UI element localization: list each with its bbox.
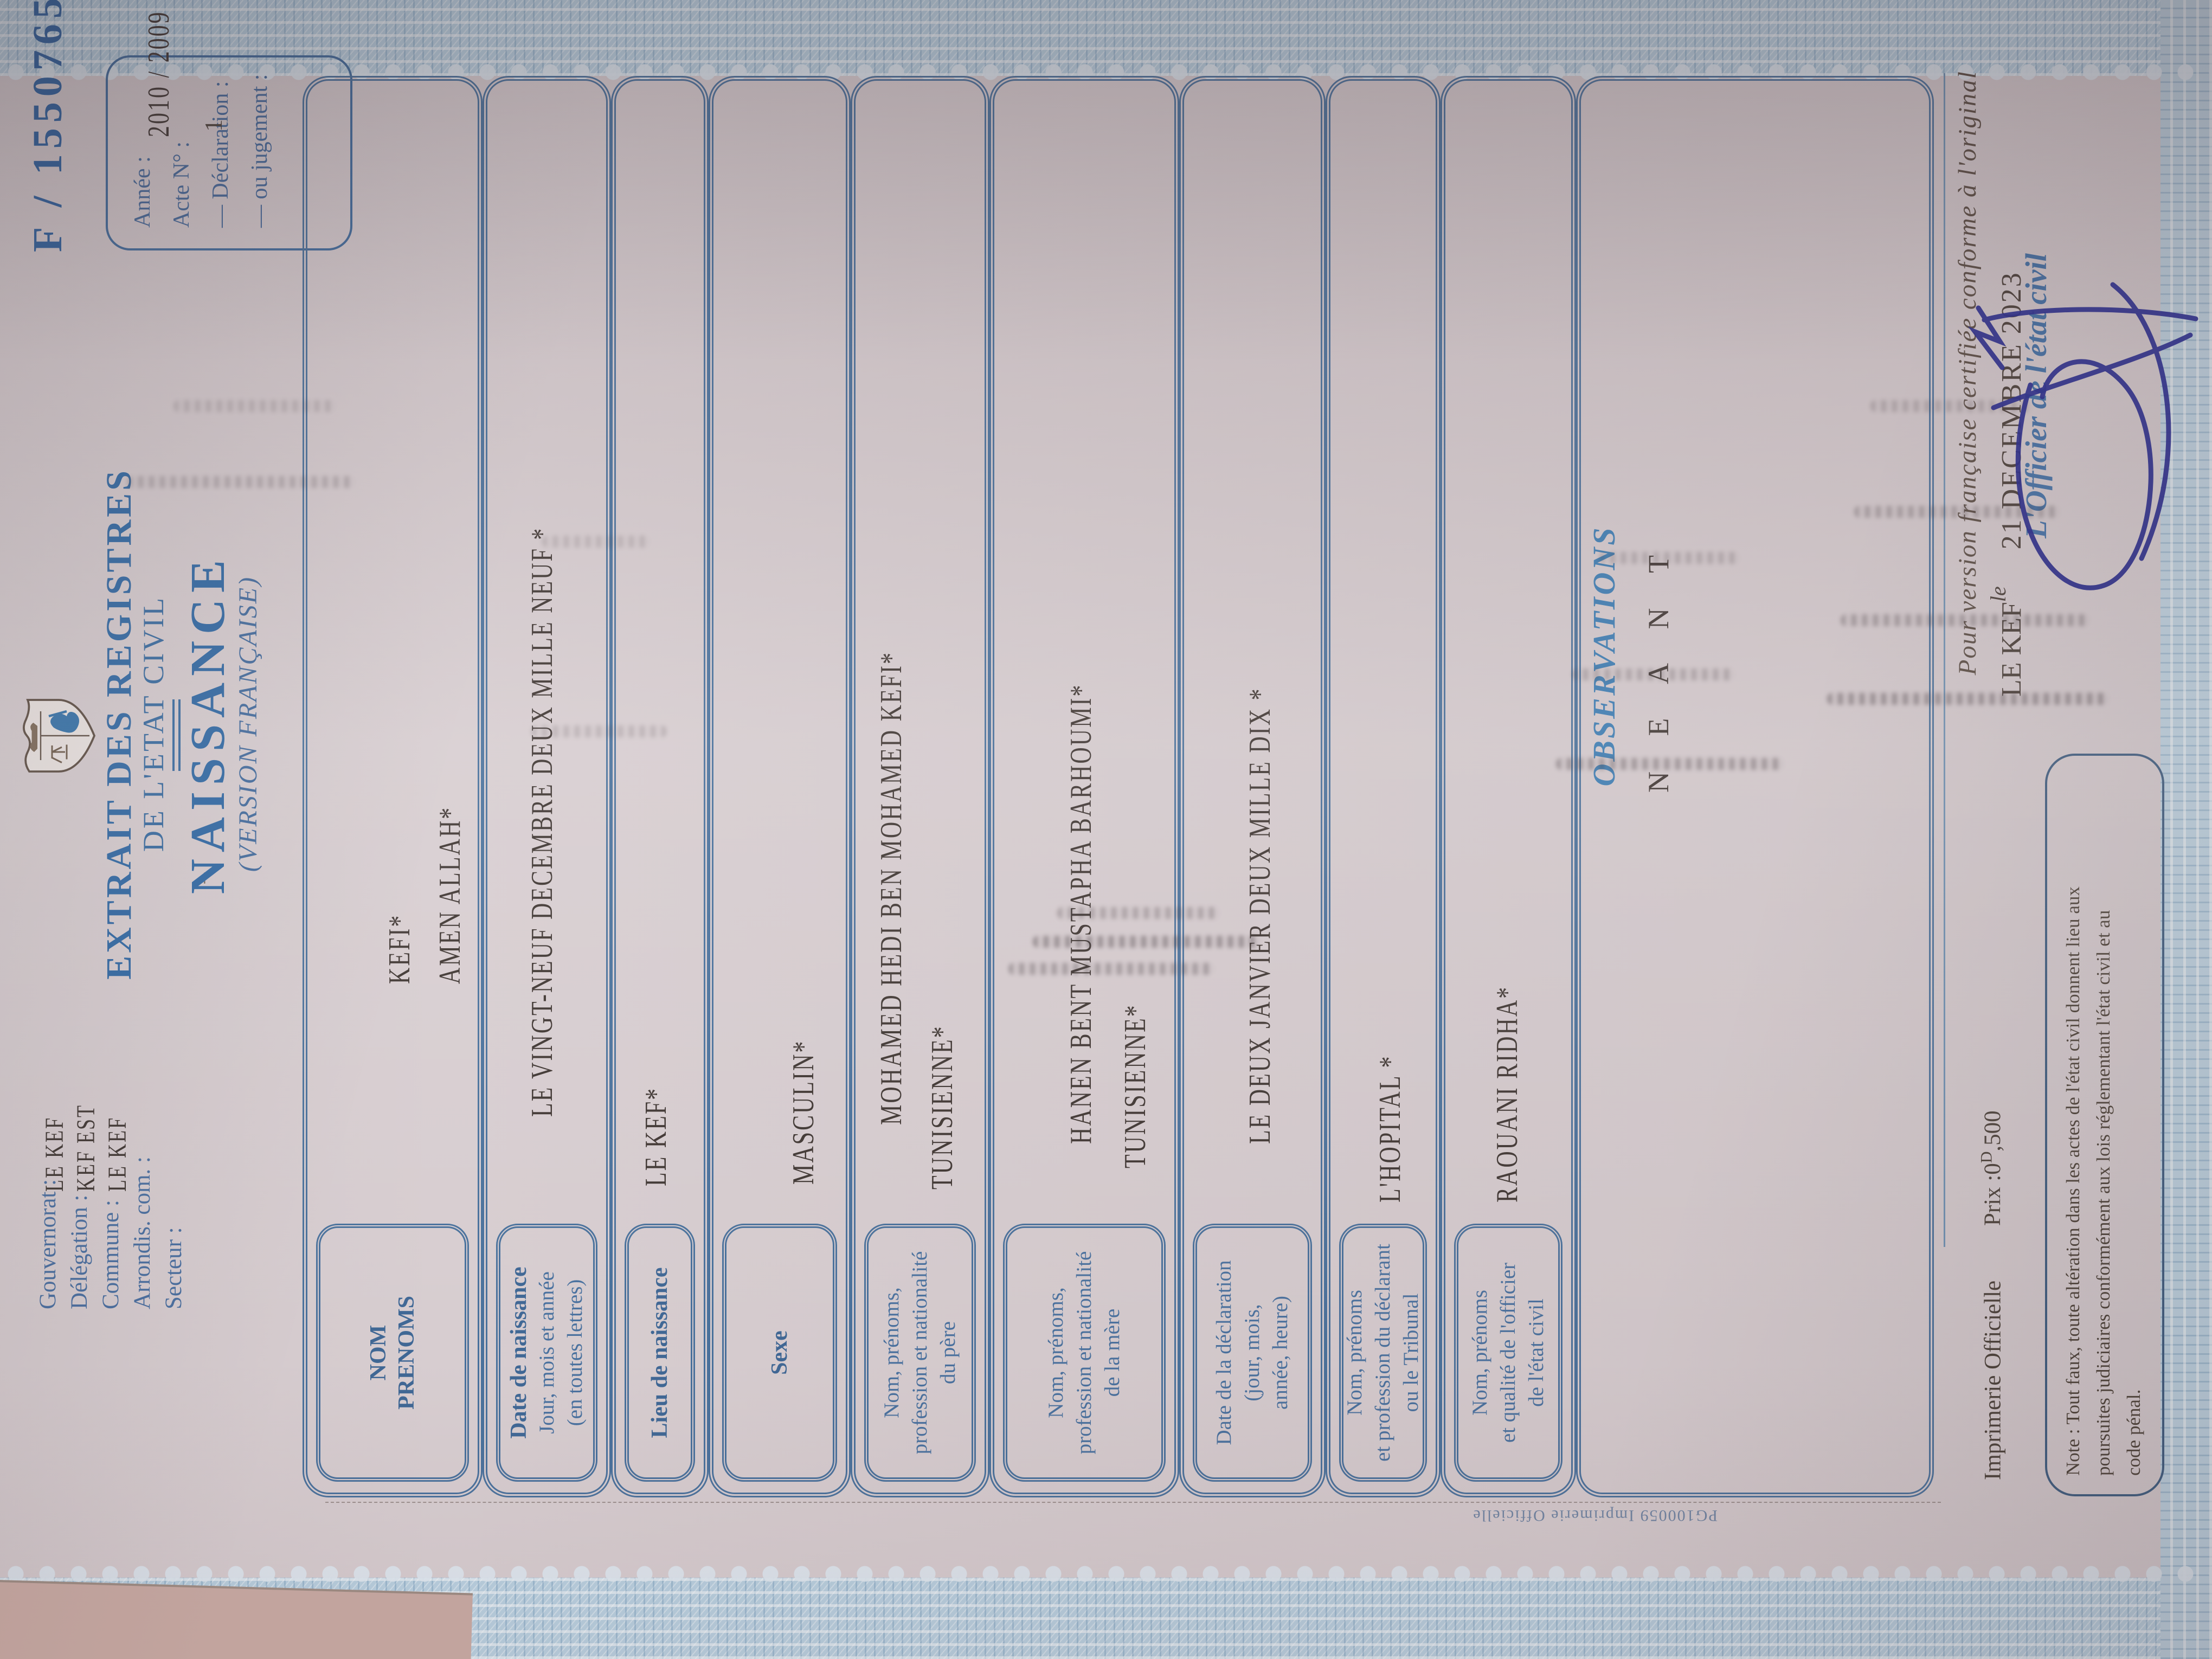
observations-value: N E A N T [1642, 541, 1675, 793]
legal-note-box: Note : Tout faux, toute altération dans … [2045, 754, 2164, 1496]
imprimerie-line: Imprimerie Officielle Prix :0D,500 [1978, 1110, 2006, 1480]
value-prenoms: AMEN ALLAH* [433, 806, 467, 984]
value-lieu-naissance: LE KEF* [639, 1086, 673, 1186]
serial-number: F / 1550765 [25, 0, 70, 252]
value-officier: RAOUANI RIDHA* [1490, 985, 1524, 1203]
signature-ink [1967, 282, 2198, 590]
value-declarant: L'HOPITAL * [1373, 1054, 1407, 1203]
delegation-value: KEF EST [72, 1103, 100, 1192]
value-pere-nationalite: TUNISIENNE* [925, 1025, 959, 1189]
secteur-label: Secteur : [161, 1227, 187, 1309]
jugement-label: — ou jugement : [247, 74, 272, 228]
table-row-officier: Nom, prénoms et qualité de l'officier de… [1441, 76, 1576, 1497]
value-mere-nationalite: TUNISIENNE* [1118, 1004, 1152, 1168]
table-row-lieu-naissance: Lieu de naissance [611, 76, 709, 1497]
table-row-nom: NOM PRENOMS [303, 76, 483, 1497]
fold-line [325, 1502, 1941, 1503]
ink-smudge [1572, 668, 1735, 680]
value-nom: KEFI* [383, 914, 416, 984]
acte-number-value: 1 [200, 119, 227, 132]
ink-smudge [173, 400, 336, 412]
printer-imprint: PG100059 Imprimerie Officielle [1472, 1507, 1718, 1525]
ink-smudge [1057, 907, 1220, 919]
row-label-officier: Nom, prénoms et qualité de l'officier de… [1454, 1224, 1562, 1482]
ink-smudge [531, 725, 667, 737]
value-date-declaration: LE DEUX JANVIER DEUX MILLE DIX * [1243, 687, 1277, 1144]
ink-smudge [1827, 693, 2109, 705]
note-line2: poursuites judiciaires conformément aux … [2093, 910, 2114, 1476]
footer-rule [1944, 73, 1945, 1247]
page-title-line1: EXTRAIT DES REGISTRES [99, 468, 139, 980]
table-row-declarant: Nom, prénoms et profession du déclarant … [1326, 76, 1441, 1497]
ink-smudge [1599, 552, 1740, 564]
table-row-observations [1576, 76, 1934, 1497]
tunisia-coat-of-arms-icon [23, 699, 96, 773]
title-rule [172, 699, 181, 771]
value-pere-nom: MOHAMED HEDI BEN MOHAMED KEFI* [874, 651, 908, 1125]
observations-title: OBSERVATIONS [1586, 525, 1622, 787]
value-date-naissance: LE VINGT-NEUF DECEMBRE DEUX MILLE NEUF * [525, 526, 559, 1117]
row-label-sexe: Sexe [722, 1224, 837, 1482]
declaration-label: — Déclaration : [208, 81, 233, 228]
region-values: LE KEF KEF EST LE KEF [39, 1075, 133, 1192]
note-line3: code pénal. [2123, 1389, 2144, 1476]
gouvernorat-value: LE KEF [40, 1116, 69, 1192]
row-label-lieu-naissance: Lieu de naissance [625, 1224, 695, 1482]
row-label-date-declaration: Date de la déclaration (jour, mois, anné… [1193, 1224, 1312, 1482]
row-label-date-naissance: Date de naissance Jour, mois et année (e… [496, 1224, 597, 1482]
row-label-nom: NOM PRENOMS [316, 1224, 469, 1482]
table-surface-corner [0, 1579, 473, 1659]
ink-smudge [1008, 963, 1214, 975]
annee-value: 2010 / 2009 [142, 10, 176, 137]
value-sexe: MASCULIN* [787, 1039, 820, 1185]
row-label-mere: Nom, prénoms, profession et nationalité … [1003, 1224, 1166, 1482]
page-title-line2: DE L'ETAT CIVIL [137, 595, 170, 852]
row-label-declarant: Nom, prénoms et profession du déclarant … [1339, 1224, 1427, 1482]
note-line1: Note : Tout faux, toute altération dans … [2062, 886, 2084, 1476]
table-row-sexe: Sexe [709, 76, 851, 1497]
ink-smudge [1033, 936, 1261, 948]
page-title-version: (VERSION FRANÇAISE) [234, 575, 262, 872]
imprimerie: Imprimerie Officielle [1980, 1280, 2006, 1480]
ink-smudge [542, 536, 651, 548]
row-label-pere: Nom, prénoms, profession et nationalité … [864, 1224, 976, 1482]
page-title-naissance: NAISSANCE [181, 553, 235, 895]
ink-smudge [1556, 758, 1784, 770]
prix: Prix :0D,500 [1978, 1110, 2006, 1226]
ink-smudge [127, 476, 355, 488]
table-row-pere: Nom, prénoms, profession et nationalité … [851, 76, 989, 1497]
commune-value: LE KEF [103, 1116, 132, 1192]
